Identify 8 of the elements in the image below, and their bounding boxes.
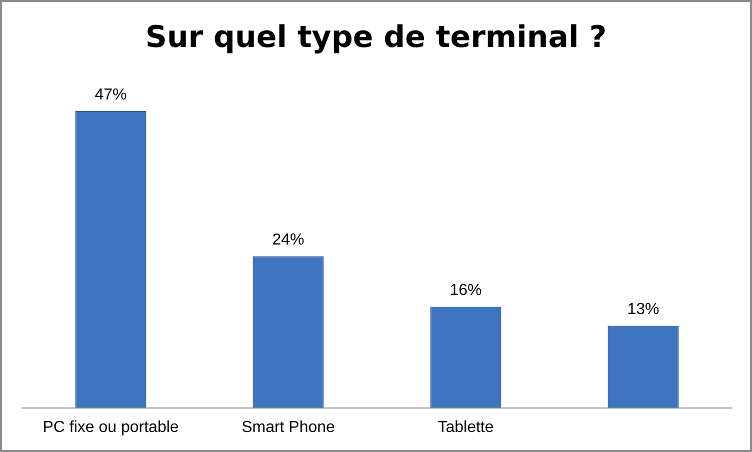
x-tick-label: Smart Phone xyxy=(242,418,336,436)
x-tick-label: PC fixe ou portable xyxy=(42,418,179,436)
data-label: 24% xyxy=(272,232,304,249)
data-label: 13% xyxy=(627,301,660,318)
data-label: 47% xyxy=(94,86,127,104)
chart-title: Sur quel type de terminal ? xyxy=(144,20,608,55)
data-label: 16% xyxy=(450,282,482,300)
x-tick-label: Tablette xyxy=(438,418,494,436)
